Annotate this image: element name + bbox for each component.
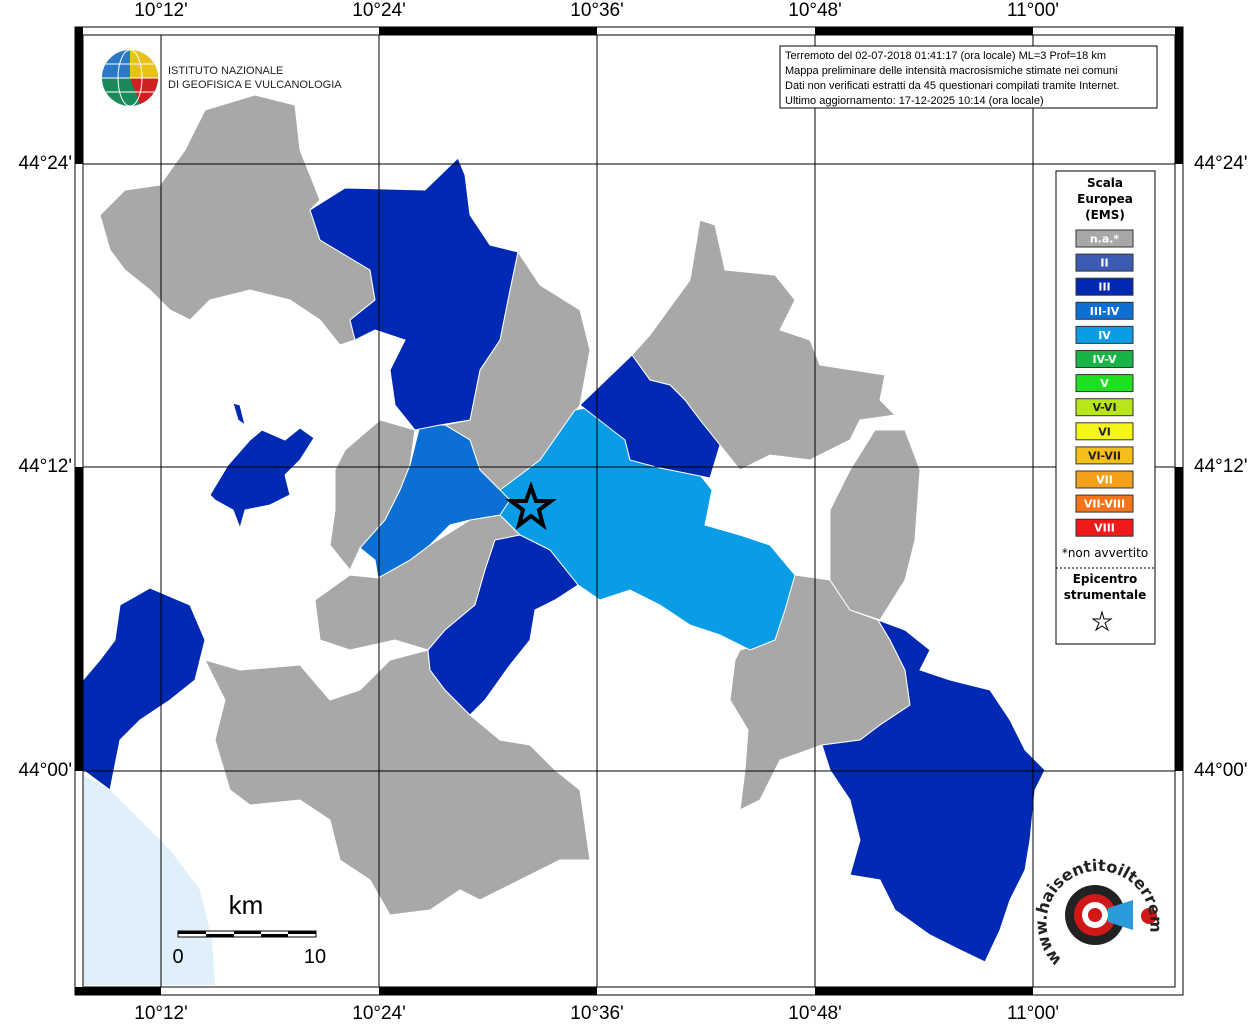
frame-bar [75, 987, 161, 995]
frame-bar [1175, 27, 1183, 164]
info-line: Mappa preliminare delle intensità macros… [785, 65, 1118, 77]
lon-label: 10°48' [788, 0, 842, 21]
legend-label: III [1098, 281, 1110, 294]
epicenter-star [505, 481, 557, 531]
scale-label: 0 [172, 946, 183, 968]
frame-bar [75, 467, 83, 771]
legend-label: IV [1098, 329, 1111, 342]
municipality [829, 429, 921, 621]
legend-label: II [1100, 257, 1108, 270]
logo-grid [102, 49, 158, 107]
legend-note: *non avvertito [1062, 546, 1148, 560]
municipality [82, 587, 206, 791]
lon-label: 10°12' [134, 0, 188, 21]
legend-swatch [1075, 494, 1134, 513]
legend-swatch [1075, 518, 1134, 537]
lat-label: 44°00' [19, 760, 73, 781]
logo-ring [1088, 908, 1102, 922]
lon-label: 11°00' [1007, 1003, 1059, 1024]
scale-segment [206, 934, 234, 937]
lon-label: 10°24' [352, 1003, 406, 1024]
lat-label: 44°00' [1194, 760, 1248, 781]
legend-label: IV-V [1092, 353, 1117, 366]
legend-swatch [1075, 277, 1134, 296]
legend-swatch [1075, 398, 1134, 417]
legend-label: VI-VII [1088, 449, 1121, 462]
lat-label: 44°24' [19, 153, 73, 174]
lon-label: 10°24' [352, 0, 406, 21]
legend-label: VI [1098, 425, 1111, 438]
municipality [204, 649, 591, 916]
logo-badge [1141, 908, 1157, 924]
legend: Scala Europea (EMS) *non avvertito Epice… [1055, 170, 1156, 645]
frame-bar [815, 27, 1033, 35]
ingv-logo: ISTITUTO NAZIONALE DI GEOFISICA E VULCAN… [102, 49, 342, 107]
info-line: Dati non verificati estratti da 45 quest… [785, 80, 1119, 92]
scale-unit: km [229, 890, 264, 920]
legend-title: Scala [1087, 176, 1123, 190]
logo-globe [130, 78, 158, 104]
scale-bar: km 0 10 [172, 890, 326, 968]
scale-segment [261, 934, 288, 937]
lat-label: 44°12' [19, 456, 73, 477]
lat-label: 44°24' [1194, 153, 1248, 174]
tick-labels: 10°12' 10°12' 10°24' 10°24' 10°36' 10°36' 10°4… [19, 0, 1248, 1024]
legend-swatch [1075, 325, 1134, 344]
legend-epicenter: strumentale [1064, 588, 1147, 602]
frame-bar [379, 27, 597, 35]
legend-epicenter: Epicentro [1073, 572, 1138, 586]
legend-title: Europea [1077, 192, 1133, 206]
legend-swatch [1075, 229, 1134, 248]
logo-text: ISTITUTO NAZIONALE [168, 65, 283, 77]
legend-swatch [1075, 301, 1134, 320]
legend-label: V [1100, 377, 1109, 390]
info-frame [779, 45, 1158, 109]
info-line: Terremoto del 02-07-2018 01:41:17 (ora l… [785, 50, 1106, 62]
lon-label: 10°12' [134, 1003, 188, 1024]
frame-bar [815, 987, 1033, 995]
lon-label: 11°00' [1007, 0, 1059, 21]
logo-text: DI GEOFISICA E VULCANOLOGIA [168, 79, 342, 91]
info-line: Ultimo aggiornamento: 17-12-2025 10:14 (… [785, 95, 1044, 107]
legend-label: VIII [1094, 522, 1115, 535]
scale-label: 10 [304, 946, 326, 968]
legend-swatch [1075, 422, 1134, 441]
municipality [427, 534, 579, 716]
legend-swatch [1075, 470, 1134, 489]
legend-label: VII [1096, 474, 1113, 487]
legend-label: n.a.* [1090, 233, 1120, 246]
scale-segment [178, 931, 206, 934]
scale-segment [288, 931, 316, 934]
legend-label: III-IV [1090, 305, 1120, 318]
lon-label: 10°48' [788, 1003, 842, 1024]
legend-title: (EMS) [1085, 208, 1125, 222]
lon-label: 10°36' [570, 0, 624, 21]
municipality [821, 619, 1046, 963]
legend-swatch [1075, 446, 1134, 465]
graticule [83, 35, 1175, 987]
legend-star [1091, 610, 1113, 632]
legend-label: VII-VIII [1084, 498, 1125, 511]
lon-label: 10°36' [570, 1003, 624, 1024]
logo-megaphone [1108, 900, 1133, 930]
lat-label: 44°12' [1194, 456, 1248, 477]
legend-label: V-VI [1092, 401, 1116, 414]
info-box: Terremoto del 02-07-2018 01:41:17 (ora l… [779, 45, 1158, 109]
frame [74, 26, 1184, 996]
frame-bar [75, 27, 83, 164]
regions [82, 94, 1046, 985]
legend-swatch [1075, 253, 1134, 272]
frame-bar [1175, 467, 1183, 771]
frame-bar [379, 987, 597, 995]
scale-segment [234, 931, 261, 934]
legend-swatch [1075, 350, 1134, 368]
municipality [579, 354, 721, 479]
legend-swatch [1075, 374, 1134, 393]
municipality [309, 157, 519, 431]
